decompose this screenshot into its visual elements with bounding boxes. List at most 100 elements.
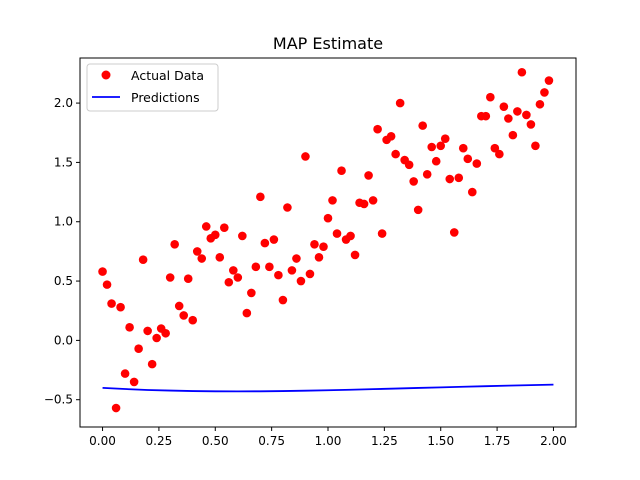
data-point xyxy=(544,76,554,85)
x-tick-label: 0.50 xyxy=(202,434,229,448)
y-tick-label: 0.0 xyxy=(54,333,73,347)
y-tick-label: 1.5 xyxy=(54,155,73,169)
data-point xyxy=(310,239,319,249)
x-tick-label: 0.00 xyxy=(89,434,116,448)
data-point xyxy=(517,67,527,77)
data-point xyxy=(174,301,184,311)
data-point xyxy=(283,203,292,212)
data-point xyxy=(125,323,134,332)
data-point xyxy=(314,253,324,262)
data-point xyxy=(409,177,418,186)
data-point xyxy=(332,229,342,238)
data-point xyxy=(224,277,234,287)
data-point xyxy=(504,114,513,123)
data-point xyxy=(296,276,306,286)
prediction-line xyxy=(102,383,554,393)
data-point xyxy=(319,242,328,251)
data-point xyxy=(323,213,333,223)
data-point xyxy=(391,149,400,159)
data-point xyxy=(143,326,152,336)
data-point xyxy=(98,267,107,276)
data-point xyxy=(458,143,468,153)
y-tick-label: −0.5 xyxy=(44,393,73,407)
legend: Actual Data Predictions xyxy=(86,63,219,112)
data-point xyxy=(120,369,130,378)
data-point xyxy=(499,102,509,111)
data-point xyxy=(522,110,531,120)
data-point xyxy=(404,160,414,170)
data-point xyxy=(440,134,450,143)
legend-box xyxy=(86,63,219,112)
data-point xyxy=(265,262,274,272)
x-tick-label: 0.75 xyxy=(258,434,285,448)
data-point xyxy=(454,173,464,183)
data-point xyxy=(152,333,161,343)
data-point xyxy=(229,266,238,275)
data-point xyxy=(368,196,378,205)
data-point xyxy=(418,121,427,130)
data-point xyxy=(238,231,247,241)
data-point xyxy=(495,149,504,159)
data-point xyxy=(111,403,121,413)
data-point xyxy=(535,99,545,109)
data-point xyxy=(147,359,157,369)
data-point xyxy=(427,142,437,152)
data-point xyxy=(183,274,193,283)
y-tick-label: 2.0 xyxy=(54,96,73,110)
legend-marker-actual-data xyxy=(101,70,111,80)
data-point xyxy=(422,169,432,179)
data-point xyxy=(102,280,112,289)
data-point xyxy=(161,328,170,338)
y-tick-label: 0.5 xyxy=(54,274,73,288)
data-point xyxy=(134,344,143,353)
x-tick-label: 1.50 xyxy=(427,434,454,448)
x-tick-label: 2.00 xyxy=(540,434,567,448)
data-point xyxy=(305,269,315,279)
data-point xyxy=(467,187,477,197)
data-point xyxy=(219,223,229,232)
data-point xyxy=(287,266,297,275)
data-point xyxy=(540,88,549,97)
data-point xyxy=(233,273,243,282)
x-tick-label: 0.25 xyxy=(146,434,173,448)
data-point xyxy=(251,262,261,272)
data-point xyxy=(463,154,473,164)
data-point xyxy=(292,254,301,263)
data-point xyxy=(269,235,279,244)
prediction-layer xyxy=(102,383,554,393)
data-point xyxy=(350,250,360,260)
chart-title: MAP Estimate xyxy=(273,34,383,53)
data-point xyxy=(413,205,423,215)
data-point xyxy=(377,229,387,238)
data-point xyxy=(445,174,455,184)
data-point xyxy=(337,166,346,176)
data-point xyxy=(481,111,491,121)
data-point xyxy=(116,302,125,312)
data-point xyxy=(395,98,405,108)
data-point xyxy=(472,159,482,168)
legend-label-predictions: Predictions xyxy=(131,90,200,105)
data-point xyxy=(386,132,396,141)
data-point xyxy=(278,295,288,305)
data-point xyxy=(364,171,373,180)
x-axis: 0.00 0.25 0.50 0.75 1.00 1.25 1.50 1.75 2.00 xyxy=(89,427,567,448)
data-point xyxy=(449,228,459,237)
data-point xyxy=(513,107,522,116)
data-point xyxy=(274,270,283,280)
data-point xyxy=(526,120,536,129)
x-tick-label: 1.75 xyxy=(484,434,511,448)
data-point xyxy=(210,230,220,240)
data-points-layer xyxy=(98,67,554,413)
data-point xyxy=(431,156,441,166)
data-point xyxy=(256,192,265,202)
data-point xyxy=(192,247,202,256)
data-point xyxy=(531,141,540,151)
data-point xyxy=(346,231,355,241)
data-point xyxy=(179,311,189,320)
legend-label-actual-data: Actual Data xyxy=(131,68,204,83)
data-point xyxy=(170,239,179,249)
data-point xyxy=(436,141,446,151)
data-point xyxy=(188,315,198,325)
data-point xyxy=(138,255,148,264)
